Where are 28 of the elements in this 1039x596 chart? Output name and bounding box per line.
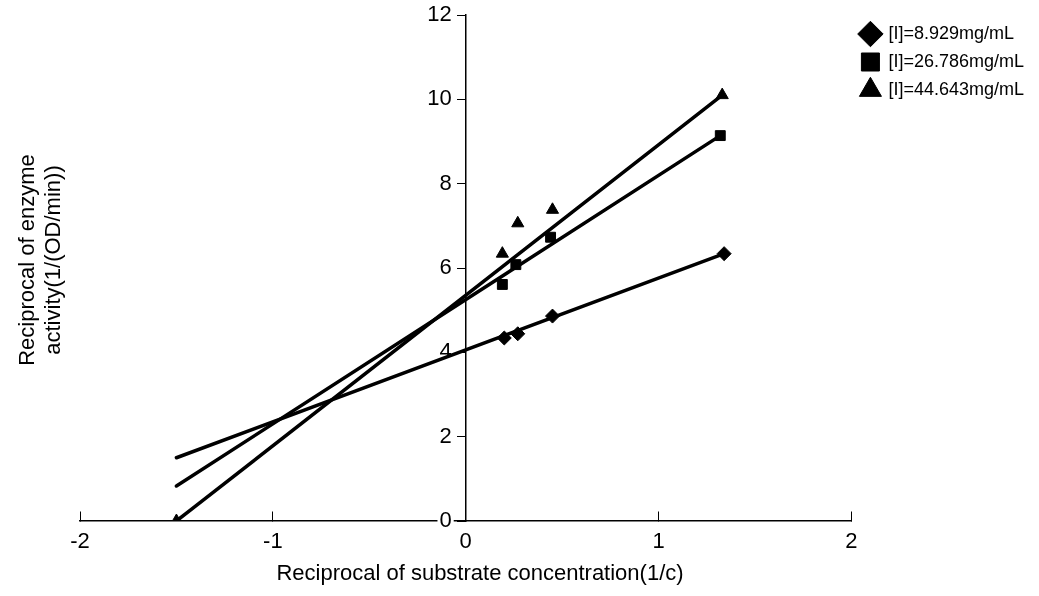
y-axis-title: Reciprocal of enzyme activity(1/(OD/min)) [14,154,66,366]
point [510,326,526,342]
y-tick-label: 10 [427,85,452,111]
point [716,246,732,262]
point [545,308,560,324]
legend-label: [I]=8.929mg/mL [888,22,1014,43]
legend-label: [I]=44.643mg/mL [888,78,1025,99]
point [714,130,726,142]
point [496,279,508,290]
point [511,215,525,228]
x-tick-label: 2 [845,528,858,554]
point [495,246,509,258]
x-tick-label: -2 [70,528,90,554]
x-tick-label: 1 [652,528,665,554]
x-tick-label: -1 [263,528,283,554]
point [496,330,512,346]
point [545,231,557,243]
y-tick-label: 2 [439,422,452,448]
x-tick-label: 0 [459,528,472,554]
x-axis-title: Reciprocal of substrate concentration(1/c) [275,560,685,586]
y-tick-label: 8 [439,169,452,195]
point [715,87,729,100]
legend-label: [I]=26.786mg/mL [888,50,1025,71]
y-tick-label: 6 [439,254,452,280]
y-tick-label: 0 [439,507,452,533]
y-tick-label: 12 [427,1,452,27]
point [510,259,522,271]
point [545,202,560,214]
